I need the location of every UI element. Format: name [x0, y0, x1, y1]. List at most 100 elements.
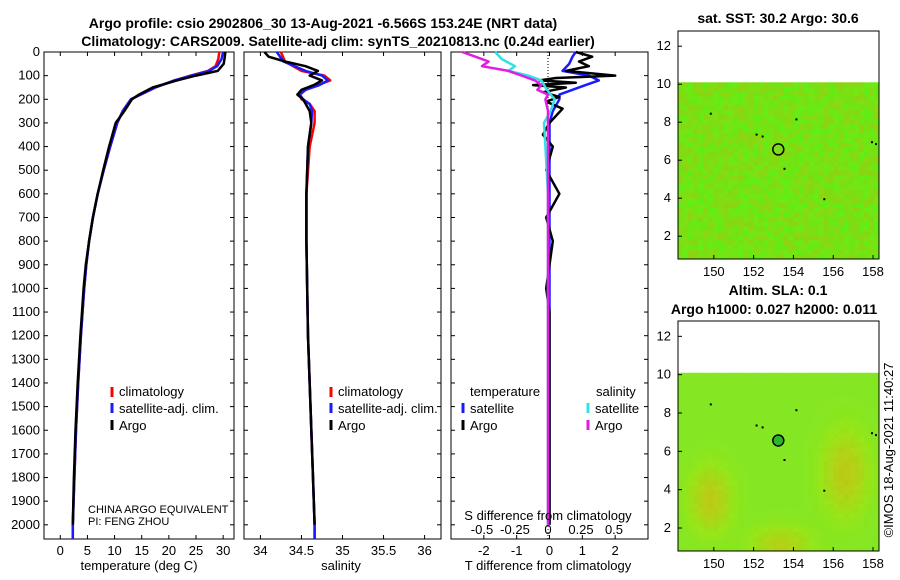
map-cell [813, 466, 820, 472]
map-cell [773, 221, 780, 227]
map-cell [678, 235, 684, 241]
map-cell [728, 249, 734, 255]
map-cell [873, 235, 880, 241]
map-cell [873, 166, 880, 172]
map-cell [848, 504, 855, 510]
map-cell [873, 119, 880, 125]
map-cell [678, 114, 684, 120]
map-cell [788, 372, 795, 378]
map-cell [873, 110, 880, 116]
map-cell [708, 198, 714, 204]
map-cell [803, 217, 810, 223]
map-cell [733, 466, 739, 472]
map-cell [713, 175, 719, 181]
map-cell [708, 522, 714, 529]
map-cell [678, 527, 684, 533]
map-cell [753, 82, 759, 88]
map-cell [813, 226, 820, 232]
map-cell [833, 226, 840, 232]
legend-label-s-satellite: satellite [595, 401, 639, 416]
map-cell [818, 480, 825, 486]
map-cell [783, 494, 790, 500]
map-cell [808, 424, 815, 430]
map-cell [748, 546, 754, 552]
map-cell [728, 396, 734, 402]
map-cell [708, 105, 714, 111]
map-cell [848, 138, 855, 144]
map-cell [848, 245, 855, 251]
map-cell [843, 105, 850, 111]
map-cell [723, 513, 729, 519]
map-cell [788, 198, 795, 204]
map-cell [863, 166, 870, 172]
map-cell [753, 235, 759, 241]
map-cell [818, 400, 825, 407]
map-cell [863, 522, 870, 529]
map-cell [698, 105, 704, 111]
map-cell [703, 494, 709, 500]
map-cell [678, 490, 684, 496]
map-cell [833, 203, 840, 209]
map-cell [698, 221, 704, 227]
map-cell [718, 249, 724, 255]
map-cell [828, 147, 835, 153]
map-cell [693, 217, 699, 223]
map-cell [698, 175, 704, 181]
map-cell [833, 433, 840, 439]
map-cell [698, 147, 704, 153]
map-cell [808, 527, 815, 533]
map-cell [873, 522, 880, 529]
map-cell [838, 536, 845, 543]
map-cell [758, 466, 764, 472]
map-cell [678, 452, 684, 458]
map-cell [833, 429, 840, 435]
y-tick-label: 6 [664, 443, 671, 458]
map-cell [773, 410, 780, 416]
map-cell [748, 86, 754, 93]
map-cell [798, 494, 805, 500]
map-cell [823, 438, 830, 444]
map-cell [823, 414, 830, 421]
map-cell [733, 86, 739, 93]
x-tick-label: 34 [253, 543, 267, 558]
map-cell [728, 96, 734, 102]
map-cell [753, 504, 759, 510]
map-cell [738, 91, 744, 97]
map-cell [773, 179, 780, 186]
map-cell [738, 433, 744, 439]
map-cell [793, 386, 800, 393]
map-cell [743, 142, 749, 148]
map-cell [738, 82, 744, 88]
map-cell [733, 443, 739, 449]
map-cell [768, 152, 774, 158]
map-cell [758, 249, 764, 255]
map-cell [718, 541, 724, 547]
map-cell [808, 179, 815, 186]
map-cell [743, 410, 749, 416]
map-cell [723, 461, 729, 468]
map-cell [758, 193, 764, 200]
map-cell [718, 532, 724, 538]
map-cell [748, 377, 754, 383]
map-cell [768, 546, 774, 552]
map-cell [813, 527, 820, 533]
map-cell [708, 96, 714, 102]
map-cell [693, 100, 699, 107]
map-cell [728, 226, 734, 232]
map-cell [863, 494, 870, 500]
map-cell [723, 100, 729, 107]
map-cell [698, 541, 704, 547]
map-cell [733, 114, 739, 120]
map-cell [718, 114, 724, 120]
map-cell [773, 114, 780, 120]
map-cell [698, 161, 704, 167]
map-cell [753, 189, 759, 195]
map-cell [718, 527, 724, 533]
map-cell [793, 400, 800, 407]
map-cell [758, 424, 764, 430]
map-cell [723, 110, 729, 116]
map-cell [763, 82, 769, 88]
map-cell [683, 184, 689, 190]
map-cell [803, 114, 810, 120]
map-cell [838, 189, 845, 195]
